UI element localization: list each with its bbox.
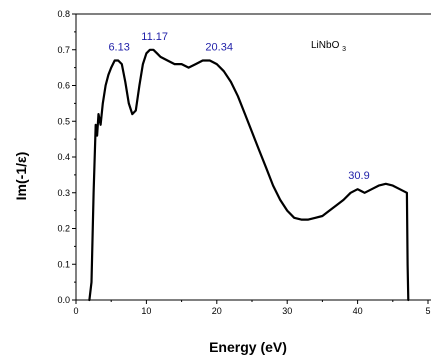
- peak-annotations: 6.13 11.17 20.34 30.9: [108, 31, 369, 182]
- x-tick-label: 10: [141, 306, 151, 316]
- y-tick-label: 0.4: [57, 152, 70, 162]
- y-tick-label: 0.5: [57, 116, 70, 126]
- x-axis-ticks: 0 10 20 30 40 5: [73, 300, 431, 316]
- series-group: [88, 48, 410, 302]
- x-axis-title: Energy (eV): [209, 339, 287, 355]
- x-tick-label: 40: [353, 306, 363, 316]
- plot-frame: [75, 13, 431, 301]
- peak-label: 6.13: [108, 41, 129, 53]
- legend-label-subscript: 3: [342, 46, 346, 53]
- series-line: [88, 48, 410, 302]
- peak-label: 30.9: [348, 170, 369, 182]
- peak-label: 11.17: [141, 31, 168, 43]
- x-tick-label: 30: [282, 306, 292, 316]
- y-tick-label: 0.8: [57, 9, 70, 19]
- legend-label-main: LiNbO: [311, 40, 340, 51]
- y-tick-label: 0.7: [57, 45, 70, 55]
- y-axis-ticks: 0.0 0.1 0.2 0.3 0.4 0.5 0.6 0.7 0.8: [57, 9, 76, 305]
- x-tick-label: 0: [73, 306, 78, 316]
- peak-label: 20.34: [205, 41, 233, 53]
- y-tick-label: 0.0: [57, 295, 70, 305]
- x-tick-label: 5: [425, 306, 430, 316]
- x-tick-label: 20: [212, 306, 222, 316]
- y-tick-label: 0.2: [57, 224, 70, 234]
- y-tick-label: 0.6: [57, 81, 70, 91]
- legend-label: LiNbO 3: [311, 40, 346, 53]
- y-tick-label: 0.1: [57, 259, 70, 269]
- y-tick-label: 0.3: [57, 188, 70, 198]
- y-axis-title: Im(-1/ε): [13, 152, 29, 201]
